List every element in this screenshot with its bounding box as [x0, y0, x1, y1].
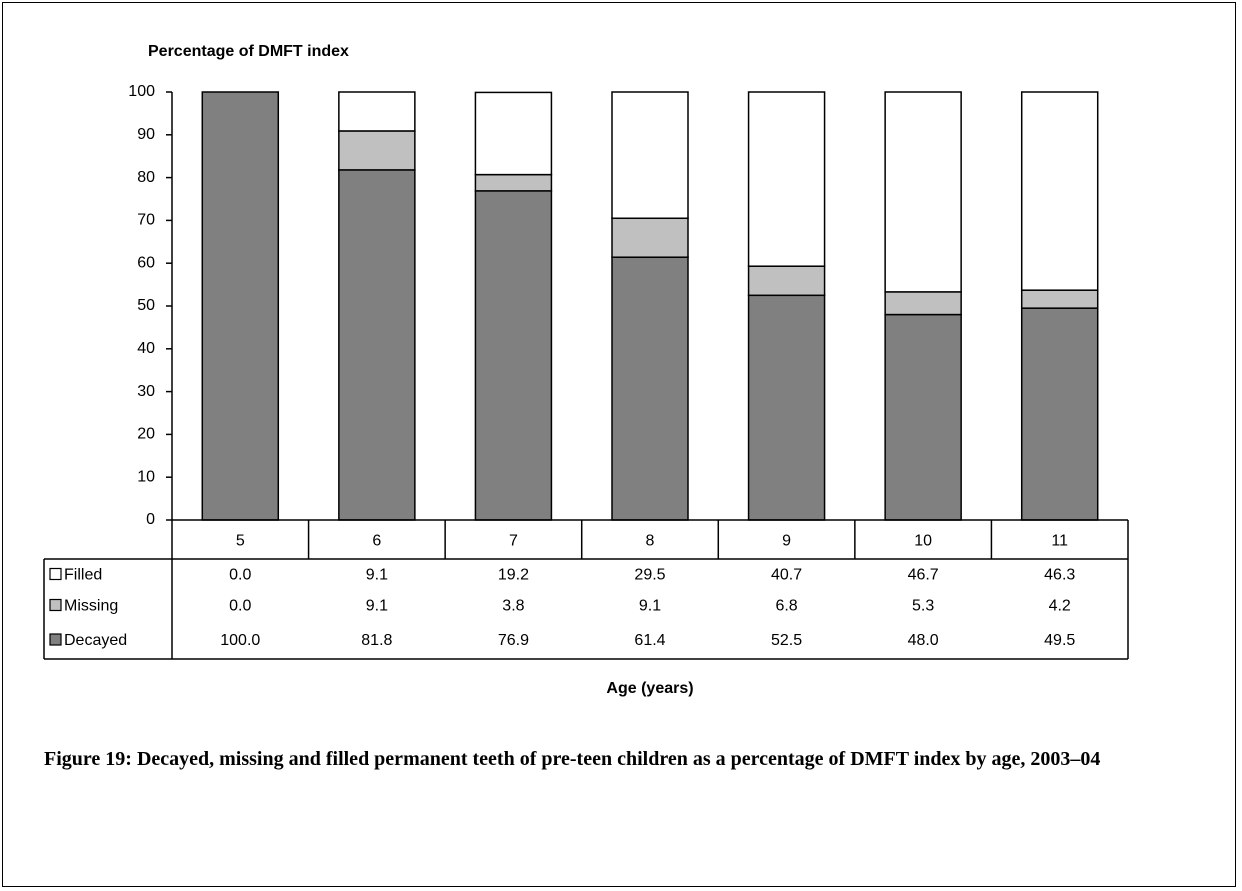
- data-label: 48.0: [908, 632, 939, 649]
- x-tick-label: 10: [914, 533, 932, 550]
- data-label: 0.0: [229, 598, 251, 615]
- legend-label: Filled: [64, 567, 102, 584]
- bar-segment: [1020, 91, 1099, 291]
- x-tick-label: 8: [646, 533, 655, 550]
- bar-segment: [611, 217, 689, 258]
- data-label: 52.5: [771, 632, 802, 649]
- bar-segment: [747, 294, 826, 521]
- bar-segment: [611, 91, 689, 220]
- y-tick-label: 20: [137, 426, 155, 443]
- y-tick-label: 0: [146, 511, 155, 528]
- data-label: 81.8: [361, 632, 392, 649]
- bar-segment: [884, 291, 962, 316]
- legend-label: Decayed: [64, 632, 127, 649]
- data-label: 4.2: [1049, 598, 1071, 615]
- bar-segment: [747, 265, 826, 297]
- data-label: 61.4: [634, 632, 665, 649]
- chart-title: Percentage of DMFT index: [148, 43, 349, 60]
- y-tick-label: 90: [137, 126, 155, 143]
- y-tick-label: 60: [137, 254, 155, 271]
- bar-segment: [474, 91, 553, 176]
- x-tick-label: 5: [236, 533, 245, 550]
- data-label: 46.3: [1044, 567, 1075, 584]
- data-label: 9.1: [366, 598, 388, 615]
- bar-segment: [884, 91, 962, 293]
- bar-segment: [338, 130, 416, 171]
- data-label: 19.2: [498, 567, 529, 584]
- data-label: 3.8: [502, 598, 524, 615]
- x-tick-label: 7: [509, 533, 518, 550]
- bar-segment: [474, 173, 553, 192]
- bar-segment: [611, 256, 689, 521]
- x-axis-title: Age (years): [606, 680, 693, 697]
- data-label: 5.3: [912, 598, 934, 615]
- data-label: 6.8: [775, 598, 797, 615]
- data-label: 9.1: [366, 567, 388, 584]
- bar-segment: [1020, 307, 1099, 521]
- data-label: 76.9: [498, 632, 529, 649]
- y-tick-label: 40: [137, 340, 155, 357]
- y-tick-label: 10: [137, 468, 155, 485]
- data-label: 0.0: [229, 567, 251, 584]
- legend-label: Missing: [64, 598, 118, 615]
- y-tick-label: 50: [137, 297, 155, 314]
- y-tick-label: 100: [128, 83, 155, 100]
- legend-swatch: [49, 567, 62, 581]
- bar-segment: [201, 91, 280, 521]
- bar-segment: [338, 169, 416, 521]
- legend-swatch: [49, 598, 62, 612]
- bar-segment: [884, 313, 962, 521]
- x-tick-label: 11: [1051, 533, 1068, 550]
- data-label: 46.7: [908, 567, 939, 584]
- legend-swatch: [49, 633, 62, 646]
- caption: Figure 19: Decayed, missing and filled p…: [44, 748, 1101, 770]
- y-tick-label: 70: [137, 212, 155, 229]
- data-label: 100.0: [220, 632, 260, 649]
- data-label: 49.5: [1044, 632, 1075, 649]
- bar-segment: [1020, 289, 1099, 309]
- bar-segment: [338, 91, 416, 132]
- x-tick-label: 6: [372, 533, 381, 550]
- bar-segment: [747, 91, 826, 267]
- data-label: 40.7: [771, 567, 802, 584]
- data-label: 29.5: [634, 567, 665, 584]
- data-label: 9.1: [639, 598, 661, 615]
- y-tick-label: 30: [137, 383, 155, 400]
- y-tick-label: 80: [137, 169, 155, 186]
- bar-segment: [474, 190, 553, 521]
- x-tick-label: 9: [782, 533, 791, 550]
